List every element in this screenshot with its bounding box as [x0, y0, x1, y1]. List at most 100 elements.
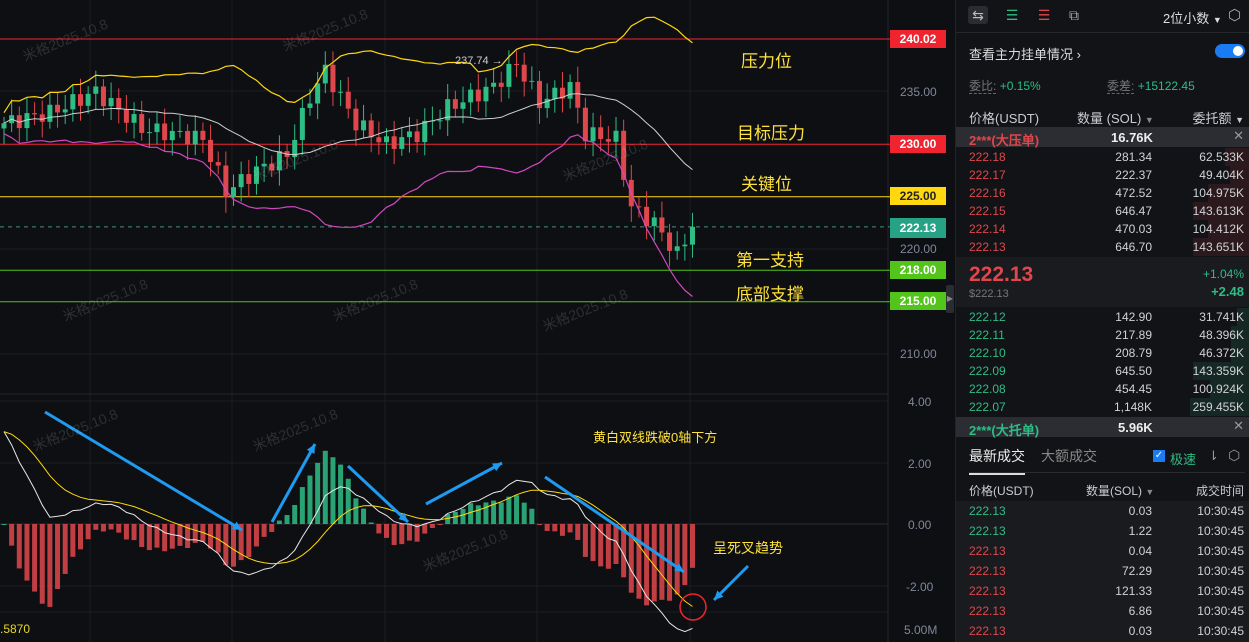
trade-qty: 121.33 — [1115, 584, 1152, 598]
candle-body — [123, 109, 129, 123]
sort-icon[interactable]: ⇂ — [1208, 448, 1219, 463]
candle-body — [406, 131, 412, 138]
order-row[interactable]: 222.12 142.90 31.741K — [956, 308, 1249, 326]
candle-body — [361, 120, 367, 131]
trade-price: 222.13 — [969, 584, 1006, 598]
tab-large-trades[interactable]: 大额成交 — [1041, 448, 1097, 464]
macd-histogram-bar — [208, 524, 214, 549]
order-row[interactable]: 222.09 645.50 143.359K — [956, 362, 1249, 380]
candle-body — [78, 94, 83, 106]
depth-bar — [1231, 344, 1249, 362]
candle-body — [582, 107, 588, 142]
order-row[interactable]: 222.13 646.70 143.651K — [956, 238, 1249, 256]
divider — [956, 32, 1249, 33]
level-tag-215: 215.00 — [890, 292, 946, 310]
asks-view-icon[interactable]: ☰ — [1037, 7, 1051, 23]
settings-icon[interactable]: ⬡ — [1228, 447, 1241, 463]
macd-histogram-bar — [123, 524, 129, 540]
candle-body — [261, 163, 267, 167]
macd-histogram-bar — [231, 524, 236, 567]
macd-tick: 0.00 — [908, 518, 932, 532]
price-tick: 210.00 — [900, 347, 937, 361]
trend-arrow — [44, 410, 243, 532]
candle-body — [682, 244, 688, 247]
candle-body — [93, 86, 99, 94]
trades-header-time: 成交时间 — [1195, 484, 1244, 498]
order-amount: 143.613K — [1192, 204, 1244, 218]
fast-checkbox[interactable]: ✓ — [1153, 450, 1165, 462]
big-bid-banner[interactable]: 2***(大托单) 5.96K ✕ — [956, 417, 1249, 438]
candle-body — [621, 130, 627, 180]
candle-body — [521, 64, 527, 82]
macd-histogram-bar — [636, 524, 642, 599]
candle-body — [1, 123, 7, 129]
trend-arrow — [544, 475, 685, 574]
order-amount: 31.741K — [1199, 310, 1244, 324]
header-qty[interactable]: 数量 (SOL) ▼ — [1077, 111, 1154, 126]
order-row[interactable]: 222.18 281.34 62.533K — [956, 148, 1249, 166]
trade-qty: 72.29 — [1121, 564, 1152, 578]
note-macd-below-zero: 黄白双线跌破0轴下方 — [593, 430, 718, 445]
settings-icon[interactable]: ⬡ — [1228, 7, 1242, 24]
volume-tick: 5.00M — [904, 623, 938, 637]
trend-arrow — [346, 464, 410, 524]
arrow-head — [714, 590, 724, 600]
depth-bar — [1237, 308, 1249, 326]
order-row[interactable]: 222.14 470.03 104.412K — [956, 220, 1249, 238]
order-qty: 454.45 — [1115, 382, 1152, 396]
expand-icon[interactable]: ⧉ — [1069, 7, 1079, 23]
macd-histogram-bar — [529, 508, 535, 524]
macd-histogram-bar — [674, 524, 680, 595]
arrow-head — [232, 521, 242, 530]
chart-canvas[interactable] — [0, 0, 955, 642]
order-row[interactable]: 222.10 208.79 46.372K — [956, 344, 1249, 362]
candle-body — [139, 114, 145, 133]
candle-body — [605, 139, 611, 142]
depth-bar — [1225, 148, 1249, 166]
macd-histogram-bar — [139, 524, 145, 547]
candle-body — [231, 187, 236, 198]
both-sides-view-icon[interactable]: ⇆ — [968, 6, 988, 24]
big-ask-banner[interactable]: 2***(大压单) 16.76K ✕ — [956, 127, 1249, 148]
collapse-handle[interactable]: ▶ — [946, 285, 954, 313]
main-orders-link[interactable]: 查看主力挂单情况 › — [969, 47, 1081, 62]
candle-body — [567, 82, 573, 99]
candle-body — [177, 130, 183, 132]
candle-body — [384, 136, 389, 143]
candle-body — [345, 91, 351, 109]
main-orders-toggle[interactable] — [1215, 44, 1245, 58]
candle-body — [62, 109, 68, 113]
candle-body — [223, 165, 229, 198]
bollinger-upper — [3, 16, 693, 114]
trades-header-qty[interactable]: 数量(SOL) ▼ — [1086, 484, 1155, 498]
close-icon[interactable]: ✕ — [1233, 128, 1244, 143]
kline-chart[interactable]: 米格2025.10.8 米格2025.10.8 米格2025.10.8 米格2025.… — [0, 0, 955, 642]
macd-histogram-bar — [9, 524, 15, 546]
candle-body — [399, 137, 405, 149]
decimal-select[interactable]: 2位小数 ▼ — [1163, 8, 1222, 27]
candle-body — [162, 123, 168, 141]
bids-view-icon[interactable]: ☰ — [1005, 7, 1019, 23]
macd-histogram-bar — [498, 502, 504, 524]
order-row[interactable]: 222.16 472.52 104.975K — [956, 184, 1249, 202]
candle-body — [55, 104, 61, 113]
macd-histogram-bar — [32, 524, 38, 592]
tab-latest-trades[interactable]: 最新成交 — [969, 446, 1025, 475]
close-icon[interactable]: ✕ — [1233, 418, 1244, 433]
order-row[interactable]: 222.17 222.37 49.404K — [956, 166, 1249, 184]
macd-histogram-bar — [253, 524, 259, 547]
header-amount[interactable]: 委托额 ▼ — [1192, 111, 1244, 126]
order-qty: 470.03 — [1115, 222, 1152, 236]
depth-bar — [1230, 166, 1249, 184]
order-row[interactable]: 222.08 454.45 100.924K — [956, 380, 1249, 398]
candle-body — [169, 130, 175, 141]
order-row[interactable]: 222.11 217.89 48.396K — [956, 326, 1249, 344]
macd-histogram-bar — [93, 524, 99, 530]
macd-histogram-bar — [1, 524, 7, 525]
macd-histogram-bar — [445, 514, 451, 524]
order-row[interactable]: 222.07 1,148K 259.455K — [956, 398, 1249, 416]
trade-row: 222.13 0.03 10:30:45 — [956, 621, 1249, 641]
candle-body — [315, 83, 321, 104]
order-row[interactable]: 222.15 646.47 143.613K — [956, 202, 1249, 220]
depth-bar — [1192, 202, 1249, 220]
